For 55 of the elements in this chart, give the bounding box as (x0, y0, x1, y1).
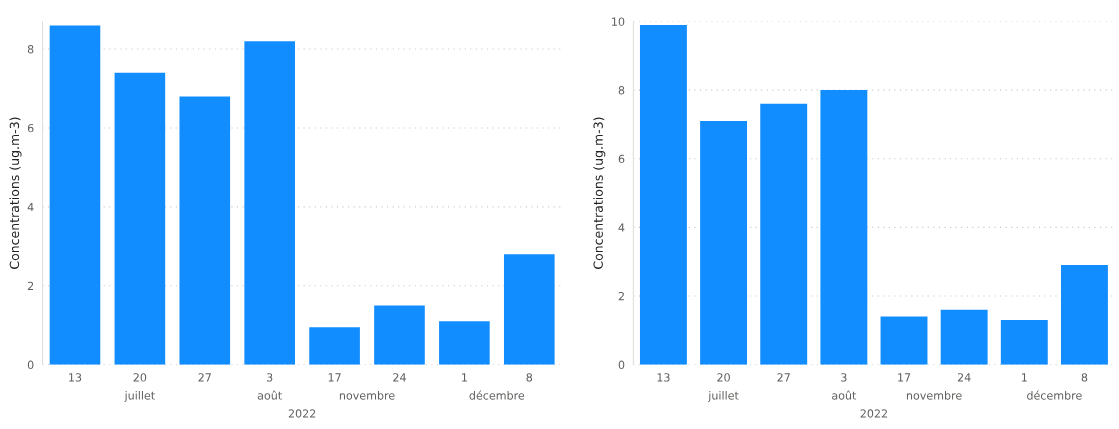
bar (639, 24, 687, 365)
y-tick-label: 0 (618, 360, 625, 370)
text: juillet (708, 391, 739, 402)
text: décembre (469, 390, 525, 400)
y-tick-label: 8 (27, 45, 34, 54)
y-tick-label: 4 (27, 202, 34, 212)
x-tick-label: 8 (526, 373, 533, 382)
x-tick-label: 3 (266, 373, 273, 382)
bar (1060, 265, 1108, 365)
text: juillet (124, 391, 155, 402)
y-tick-label: 2 (27, 281, 34, 290)
bar (760, 103, 808, 365)
bar (49, 25, 101, 365)
x-tick-label: 24 (393, 373, 406, 382)
y-tick-label: 6 (27, 123, 34, 133)
text: août (832, 390, 857, 400)
x-tick-label: 20 (717, 373, 730, 382)
x-tick-label: 17 (328, 373, 341, 382)
y-tick-label: 10 (612, 17, 625, 26)
text: 2022 (860, 409, 887, 418)
x-tick-label: 13 (69, 373, 82, 382)
y-tick-label: 0 (27, 360, 34, 370)
bar (179, 96, 231, 365)
y-axis-title: Concentrations (ug.m-3) (9, 117, 22, 269)
text: décembre (1027, 390, 1082, 400)
x-tick-label: 3 (841, 373, 847, 382)
y-tick-label: 2 (618, 291, 624, 301)
x-tick-label: 27 (777, 373, 790, 382)
y-tick-label: 4 (618, 223, 625, 232)
x-tick-label: 17 (898, 373, 911, 382)
bar (940, 309, 988, 365)
x-tick-label: 27 (198, 373, 211, 382)
bar (700, 120, 748, 365)
x-tick-label: 1 (462, 373, 467, 382)
x-tick-label: 8 (1081, 373, 1088, 382)
x-tick-label: 24 (957, 373, 971, 382)
x-tick-label: 13 (657, 373, 670, 382)
x-tick-label: 1 (1021, 373, 1027, 382)
y-axis-title: Concentrations (ug.m-3) (593, 117, 606, 269)
text: 2022 (288, 409, 316, 418)
bar (244, 41, 295, 365)
bar (309, 327, 360, 365)
bar (114, 72, 166, 365)
text: novembre (906, 391, 962, 400)
bar (374, 305, 425, 365)
bar (1000, 320, 1048, 365)
text: novembre (339, 391, 395, 400)
y-tick-label: 6 (618, 154, 625, 164)
y-tick-label: 8 (618, 86, 625, 95)
text: août (257, 390, 282, 400)
bar (820, 90, 868, 365)
bar (880, 316, 928, 365)
bar (439, 321, 490, 365)
x-tick-label: 20 (133, 373, 147, 382)
bar (503, 254, 555, 365)
